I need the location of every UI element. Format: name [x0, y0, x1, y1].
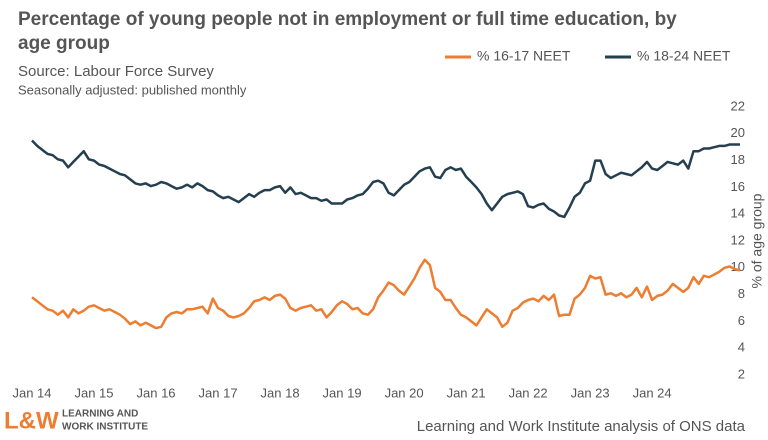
x-tick-label: Jan 19 [323, 385, 362, 400]
logo-text: LEARNING AND [62, 409, 138, 420]
x-tick-label: Jan 21 [447, 385, 486, 400]
y-axis-label: % of age group [749, 193, 765, 288]
chart-title: Percentage of young people not in employ… [18, 9, 677, 54]
subtitle: Source: Labour Force Survey [18, 63, 214, 80]
x-tick-label: Jan 24 [633, 385, 672, 400]
x-tick-label: Jan 22 [509, 385, 548, 400]
series-line [31, 139, 740, 219]
x-tick-label: Jan 14 [12, 385, 51, 400]
logo-mark: L&W [4, 407, 59, 434]
y-tick-label: 8 [738, 286, 745, 301]
x-tick-label: Jan 18 [261, 385, 300, 400]
x-tick-label: Jan 20 [385, 385, 424, 400]
y-tick-label: 2 [738, 366, 745, 381]
x-tick-label: Jan 17 [199, 385, 238, 400]
x-tick-label: Jan 15 [74, 385, 113, 400]
logo-text: WORK INSTITUTE [62, 422, 148, 433]
y-tick-label: 6 [738, 313, 745, 328]
y-tick-label: 16 [731, 179, 745, 194]
y-tick-label: 20 [731, 125, 745, 140]
y-tick-label: 12 [731, 232, 745, 247]
x-tick-label: Jan 23 [571, 385, 610, 400]
y-tick-label: 18 [731, 152, 745, 167]
x-tick-label: Jan 16 [137, 385, 176, 400]
y-tick-label: 10 [731, 259, 745, 274]
legend-label: % 18-24 NEET [637, 48, 731, 64]
series-line [31, 258, 741, 330]
note: Seasonally adjusted: published monthly [18, 82, 247, 97]
y-tick-label: 22 [731, 98, 745, 113]
legend-label: % 16-17 NEET [477, 48, 571, 64]
y-tick-label: 14 [731, 206, 745, 221]
y-tick-label: 4 [738, 340, 745, 355]
source: Learning and Work Institute analysis of … [417, 418, 746, 435]
